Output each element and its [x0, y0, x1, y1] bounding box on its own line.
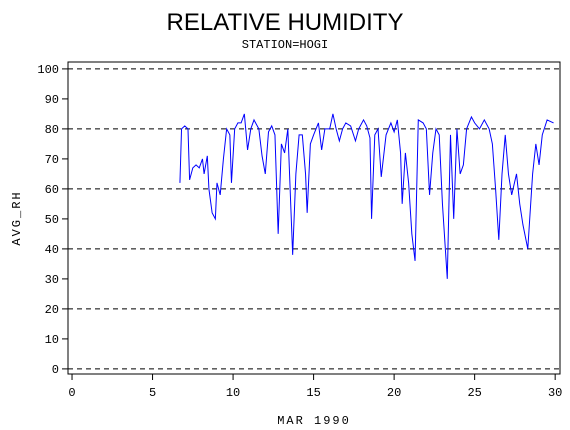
- y-tick-label: 10: [45, 333, 59, 347]
- y-tick-label: 0: [52, 363, 59, 377]
- x-tick-label: 10: [226, 386, 240, 400]
- y-tick-label: 80: [45, 123, 59, 137]
- y-axis-label: AVG_RH: [10, 190, 24, 245]
- x-tick-label: 0: [68, 386, 75, 400]
- y-tick-label: 90: [45, 93, 59, 107]
- y-tick-label: 30: [45, 273, 59, 287]
- chart-subtitle: STATION=HOGI: [242, 38, 328, 52]
- y-tick-label: 40: [45, 243, 59, 257]
- x-axis-label: MAR 1990: [277, 414, 351, 428]
- y-tick-label: 100: [37, 63, 59, 77]
- y-tick-label: 20: [45, 303, 59, 317]
- y-tick-label: 70: [45, 153, 59, 167]
- y-tick-label: 60: [45, 183, 59, 197]
- x-tick-label: 25: [467, 386, 481, 400]
- y-tick-label: 50: [45, 213, 59, 227]
- x-tick-label: 5: [149, 386, 156, 400]
- plot-frame: [67, 61, 561, 375]
- x-tick-label: 30: [548, 386, 562, 400]
- x-tick-label: 20: [387, 386, 401, 400]
- data-line: [179, 113, 554, 279]
- x-tick-label: 15: [306, 386, 320, 400]
- chart-title: RELATIVE HUMIDITY: [167, 9, 404, 36]
